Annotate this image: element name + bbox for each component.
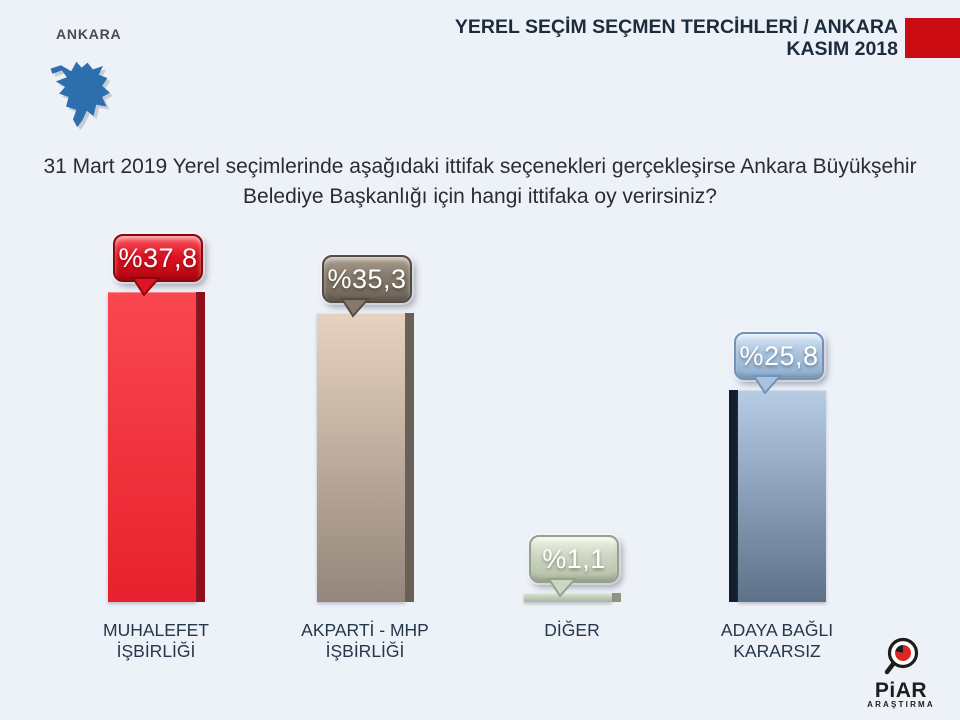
value-label: %37,8 <box>118 242 198 273</box>
bar <box>108 292 196 602</box>
bar <box>738 390 826 602</box>
piar-logo-text: PiAR <box>874 679 928 702</box>
magnifier-pie-icon <box>884 637 919 675</box>
category-label-line: ADAYA BAĞLI <box>720 620 834 640</box>
value-callout-bubble: %35,3 <box>322 255 412 318</box>
page-title-line2: KASIM 2018 <box>786 38 898 60</box>
category-label-line: KARARSIZ <box>733 641 821 661</box>
category-label-line: AKPARTİ - MHP <box>301 620 429 640</box>
survey-question-line1: 31 Mart 2019 Yerel seçimlerinde aşağıdak… <box>43 155 917 178</box>
value-callout-bubble: %25,8 <box>734 332 824 395</box>
bar <box>524 593 612 602</box>
bubble-tail <box>340 298 371 318</box>
piar-logo-subtext: ARAŞTIRMA <box>867 700 935 709</box>
bar-3d-edge <box>196 292 205 602</box>
page-title: YEREL SEÇİM SEÇMEN TERCİHLERİ / ANKARA K… <box>338 16 898 60</box>
bar <box>317 313 405 602</box>
category-label: MUHALEFET İŞBİRLİĞİ <box>46 620 266 662</box>
category-label-line: DİĞER <box>544 620 600 640</box>
piar-logo: PiAR ARAŞTIRMA <box>856 636 946 712</box>
page-title-line1: YEREL SEÇİM SEÇMEN TERCİHLERİ / ANKARA <box>454 16 898 38</box>
category-label: AKPARTİ - MHP İŞBİRLİĞİ <box>255 620 475 662</box>
category-label-line: İŞBİRLİĞİ <box>116 641 196 661</box>
bar-3d-edge <box>612 593 621 602</box>
region-label: ANKARA <box>56 26 122 42</box>
bubble-tail <box>752 375 783 395</box>
bar-3d-edge <box>729 390 738 602</box>
category-label-line: İŞBİRLİĞİ <box>325 641 405 661</box>
bar-3d-edge <box>405 313 414 602</box>
category-label: ADAYA BAĞLI KARARSIZ <box>667 620 887 662</box>
bubble-tail <box>547 578 578 598</box>
value-label: %35,3 <box>327 263 407 294</box>
value-label: %1,1 <box>542 543 606 574</box>
title-accent-block <box>905 18 960 58</box>
survey-question-line2: Belediye Başkanlığı için hangi ittifaka … <box>243 185 717 208</box>
category-label: DİĞER <box>462 620 682 641</box>
bubble-tail <box>131 277 162 297</box>
value-callout-bubble: %1,1 <box>529 535 619 598</box>
category-label-line: MUHALEFET <box>103 620 209 640</box>
survey-question: 31 Mart 2019 Yerel seçimlerinde aşağıdak… <box>20 152 940 212</box>
ankara-map-icon <box>50 61 110 128</box>
value-callout-bubble: %37,8 <box>113 234 203 297</box>
value-label: %25,8 <box>739 340 819 371</box>
